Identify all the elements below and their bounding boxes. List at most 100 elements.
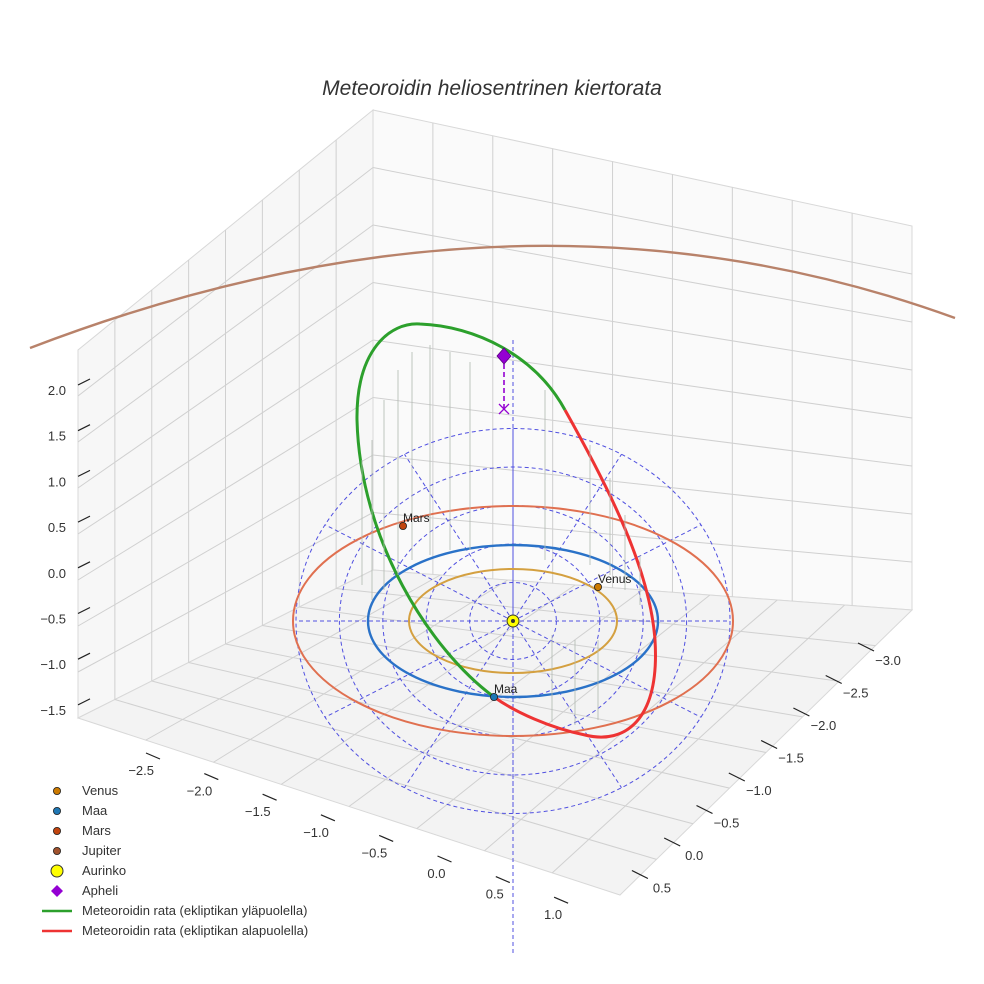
planet-mars	[398, 522, 407, 531]
tick-mark	[77, 606, 91, 615]
tick-label: −3.0	[875, 653, 901, 668]
grid-line	[299, 606, 840, 682]
tick-label: −1.5	[40, 703, 66, 718]
tick-mark	[145, 752, 161, 760]
tick-mark	[204, 773, 219, 781]
grid-line	[372, 397, 913, 467]
grid-line	[372, 339, 913, 419]
tick-mark	[77, 561, 91, 569]
sun-marker	[506, 614, 520, 628]
tick-label: −1.0	[40, 657, 66, 672]
legend-label: Jupiter	[82, 843, 122, 858]
grid-line	[372, 512, 913, 563]
tick-label: 0.5	[48, 520, 66, 535]
tick-mark	[696, 804, 713, 815]
grid-line	[372, 282, 913, 371]
chart-title: Meteoroidin heliosentrinen kiertorata	[322, 77, 662, 100]
reference-circle	[382, 505, 644, 737]
tick-label: −2.0	[811, 718, 837, 733]
tick-label: 1.0	[48, 474, 66, 489]
tick-mark	[77, 652, 91, 660]
orbit-maa	[366, 543, 660, 699]
grid-line	[372, 167, 913, 275]
legend-label: Meteoroidin rata (ekliptikan alapuolella…	[82, 923, 308, 938]
tick-mark	[663, 837, 681, 847]
tick-mark	[320, 814, 336, 822]
reference-spoke	[512, 454, 622, 622]
reference-circle	[295, 428, 731, 814]
planet-venus	[594, 583, 603, 592]
grid-line	[77, 397, 374, 581]
planet-label: Venus	[598, 572, 631, 586]
back-pane-right	[372, 109, 913, 611]
legend-symbol	[53, 827, 62, 836]
tick-label: −1.5	[778, 751, 804, 766]
legend-symbol	[53, 847, 62, 856]
meteoroid-orbit	[355, 322, 657, 739]
legend-symbol	[53, 807, 62, 816]
x-axis-ticks: −3.0 −2.5 −2.0 −1.5 −1.0 −0.5 0.0 0.5	[631, 642, 901, 896]
tick-label: −2.5	[128, 763, 154, 778]
tick-label: −0.5	[40, 612, 66, 627]
tick-mark	[77, 424, 91, 432]
reference-spoke	[404, 454, 514, 622]
tick-label: 1.0	[544, 907, 562, 922]
planet-maa	[489, 693, 498, 702]
grid-line	[77, 454, 374, 627]
tick-label: −1.0	[746, 783, 772, 798]
grid-line	[372, 224, 913, 323]
tick-mark	[77, 378, 91, 386]
y-axis-ticks: −2.5 −2.0 −1.5 −1.0 −0.5 0.0 0.5 1.0	[128, 752, 569, 922]
tick-label: −0.5	[714, 816, 740, 831]
z-axis-ticks: 2.0 1.5 1.0 0.5 0.0 −0.5 −1.0 −1.5	[40, 378, 91, 718]
meteoroid-orbit-below	[493, 409, 657, 739]
tick-mark	[631, 869, 649, 880]
tick-mark	[495, 876, 511, 884]
tick-label: 0.5	[653, 881, 671, 896]
tick-label: 2.0	[48, 383, 66, 398]
tick-label: −1.0	[303, 825, 329, 840]
planet-orbits	[29, 244, 956, 737]
tick-mark	[262, 793, 277, 801]
tick-mark	[857, 642, 875, 652]
tick-mark	[793, 707, 810, 717]
legend-label: Aurinko	[82, 863, 126, 878]
grid-line	[372, 454, 913, 515]
planet-label: Maa	[494, 682, 518, 696]
legend-symbol	[51, 885, 63, 897]
grid-line	[77, 224, 374, 443]
grid-line	[77, 512, 374, 673]
tick-label: 0.0	[48, 566, 66, 581]
legend-label: Apheli	[82, 883, 118, 898]
tick-label: −2.5	[843, 686, 869, 701]
legend-label: Maa	[82, 803, 108, 818]
tick-mark	[378, 834, 394, 842]
tick-label: −2.0	[187, 784, 213, 799]
tick-mark	[77, 515, 91, 523]
reference-spoke	[512, 620, 622, 788]
tick-label: 1.5	[48, 429, 66, 444]
tick-label: 0.5	[486, 887, 504, 902]
axis-panes	[76, 108, 914, 896]
tick-mark	[760, 739, 778, 750]
grid-line	[77, 167, 374, 397]
legend-label: Venus	[82, 783, 119, 798]
tick-label: −1.5	[245, 804, 271, 819]
tick-mark	[825, 674, 842, 685]
tick-label: 0.0	[427, 866, 445, 881]
legend-symbol	[53, 787, 62, 796]
tick-mark	[77, 698, 91, 706]
orbit-mars	[292, 505, 734, 737]
aphelion-marker	[496, 347, 512, 415]
meteoroid-orbit-above	[355, 322, 567, 699]
legend: Venus Maa Mars Jupiter Aurinko Apheli Meteoroi…	[42, 783, 308, 938]
planet-label: Mars	[403, 511, 430, 525]
tick-mark	[728, 772, 746, 782]
tick-mark	[77, 469, 91, 477]
grid-line	[77, 282, 374, 489]
tick-label: −0.5	[362, 845, 388, 860]
reference-spoke	[404, 620, 514, 788]
orbit-jupiter	[29, 244, 956, 350]
